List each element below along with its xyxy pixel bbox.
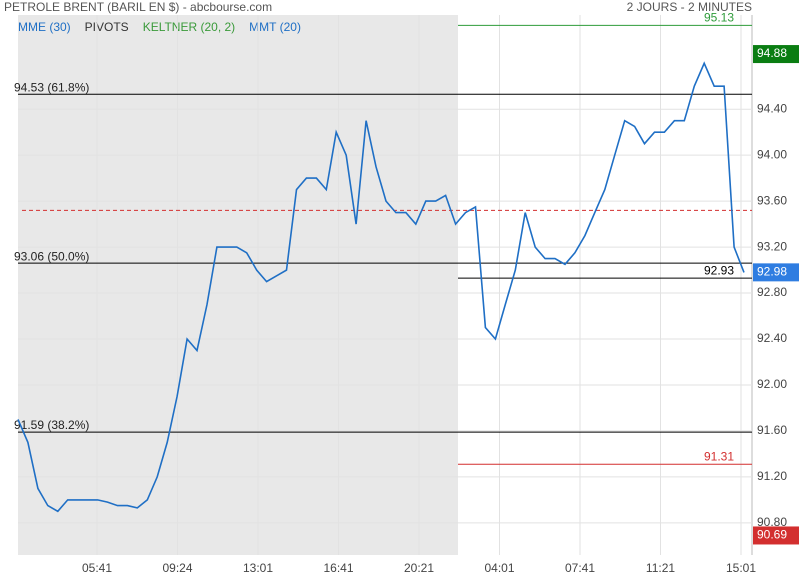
price-badge xyxy=(753,263,799,282)
indicator-label: KELTNER (20, 2) xyxy=(143,20,235,34)
x-tick-label: 15:01 xyxy=(726,561,756,575)
pivot-label: 91.59 (38.2%) xyxy=(14,418,89,432)
y-tick-label: 92.40 xyxy=(757,331,787,345)
x-tick-label: 11:21 xyxy=(646,561,675,575)
price-badge-label: 90.69 xyxy=(757,528,787,542)
chart-title: PETROLE BRENT (BARIL EN $) - abcbourse.c… xyxy=(4,0,272,14)
x-tick-label: 04:01 xyxy=(484,561,514,575)
y-tick-label: 93.20 xyxy=(757,239,787,253)
previous-session-shade xyxy=(18,15,458,555)
x-tick-label: 05:41 xyxy=(82,561,112,575)
y-tick-label: 91.60 xyxy=(757,423,787,437)
price-badge-label: 92.98 xyxy=(757,265,787,279)
price-line xyxy=(17,61,745,513)
period-label: 2 JOURS - 2 MINUTES xyxy=(627,0,752,14)
x-tick-label: 16:41 xyxy=(323,561,353,575)
y-tick-label: 91.20 xyxy=(757,469,787,483)
level-label: 92.93 xyxy=(704,263,734,277)
pivot-label: 94.53 (61.8%) xyxy=(14,80,89,94)
y-tick-label: 92.00 xyxy=(757,377,787,391)
indicator-label: MME (30) xyxy=(18,20,71,34)
pivot-label: 93.06 (50.0%) xyxy=(14,249,89,263)
y-tick-label: 92.80 xyxy=(757,285,787,299)
indicator-label: PIVOTS xyxy=(85,20,129,34)
x-tick-label: 09:24 xyxy=(162,561,192,575)
y-tick-label: 93.60 xyxy=(757,193,787,207)
indicator-label: MMT (20) xyxy=(249,20,301,34)
level-label: 95.13 xyxy=(704,11,734,25)
price-badge xyxy=(753,45,799,64)
y-tick-label: 94.40 xyxy=(757,101,787,115)
price-badge xyxy=(753,526,799,545)
y-tick-label: 90.80 xyxy=(757,515,787,529)
y-tick-label: 94.00 xyxy=(757,147,787,161)
x-tick-label: 07:41 xyxy=(565,561,595,575)
x-tick-label: 20:21 xyxy=(404,561,434,575)
price-badge-label: 94.88 xyxy=(757,46,787,60)
level-label: 91.31 xyxy=(704,449,734,463)
x-tick-label: 13:01 xyxy=(243,561,273,575)
